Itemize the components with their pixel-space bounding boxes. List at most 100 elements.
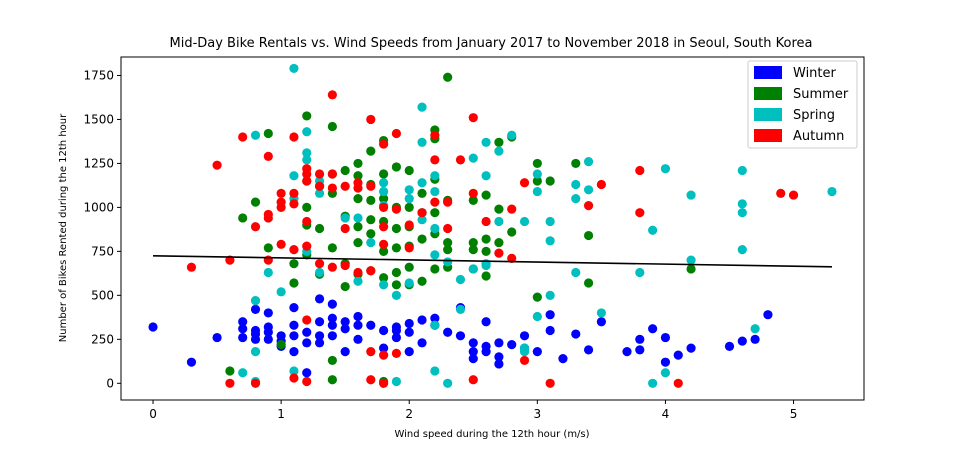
data-point-winter-80: [686, 343, 696, 353]
data-point-autumn-46: [379, 202, 389, 212]
y-tick-label: 250: [91, 332, 114, 346]
data-point-autumn-25: [302, 315, 312, 325]
data-point-spring-15: [314, 188, 325, 198]
legend-label-spring: Spring: [793, 108, 835, 123]
data-point-autumn-44: [366, 375, 376, 385]
data-point-spring-69: [635, 267, 645, 278]
data-point-winter-23: [302, 368, 312, 378]
data-point-spring-60: [545, 216, 555, 227]
legend-swatch-winter: [754, 66, 782, 79]
data-point-spring-27: [391, 376, 402, 387]
data-point-autumn-34: [340, 181, 350, 191]
legend-box: [747, 60, 858, 149]
data-point-spring-79: [737, 245, 747, 255]
data-point-winter-57: [481, 317, 491, 327]
data-point-spring-59: [532, 311, 542, 322]
data-point-autumn-52: [391, 204, 402, 214]
data-point-spring-5: [263, 267, 273, 278]
data-point-winter-59: [481, 347, 491, 357]
data-point-summer-30: [353, 237, 363, 248]
data-point-winter-81: [724, 341, 735, 351]
data-point-summer-87: [532, 292, 542, 302]
data-point-autumn-71: [519, 355, 530, 366]
data-point-autumn-23: [302, 216, 312, 227]
data-point-autumn-9: [263, 213, 273, 223]
data-point-spring-28: [404, 185, 414, 195]
data-point-autumn-62: [455, 155, 466, 165]
data-point-summer-48: [391, 243, 402, 253]
data-point-winter-20: [289, 347, 299, 357]
data-point-autumn-27: [314, 169, 325, 179]
data-point-winter-9: [250, 329, 261, 339]
data-point-autumn-49: [379, 350, 389, 360]
data-point-summer-6: [289, 259, 299, 269]
data-point-winter-22: [302, 338, 312, 348]
data-point-winter-42: [391, 325, 402, 336]
data-point-winter-46: [404, 347, 414, 357]
data-point-spring-56: [519, 343, 530, 353]
data-point-spring-11: [302, 127, 312, 137]
data-point-summer-82: [494, 237, 504, 248]
data-point-winter-62: [494, 359, 504, 369]
data-point-summer-78: [481, 246, 491, 256]
data-point-winter-37: [353, 334, 363, 344]
data-point-autumn-75: [635, 165, 645, 176]
data-point-winter-54: [468, 338, 478, 348]
data-point-winter-73: [622, 347, 632, 357]
data-point-autumn-14: [276, 239, 286, 249]
data-point-winter-40: [379, 325, 389, 336]
y-tick-label: 1250: [83, 156, 114, 170]
data-point-autumn-21: [302, 169, 312, 179]
y-axis-ticks: 0 250 500 750 1000 1250 1500 1750: [83, 68, 121, 390]
data-point-winter-24: [314, 294, 325, 304]
data-point-spring-44: [455, 274, 466, 285]
data-point-spring-72: [660, 164, 671, 174]
data-point-spring-71: [648, 378, 658, 388]
data-point-winter-18: [289, 320, 299, 330]
data-point-winter-74: [635, 334, 645, 344]
data-point-summer-59: [417, 234, 427, 244]
data-point-summer-57: [417, 188, 427, 198]
data-point-spring-64: [571, 194, 581, 204]
data-point-autumn-11: [276, 188, 286, 198]
data-point-autumn-26: [302, 376, 312, 387]
data-point-winter-79: [673, 350, 683, 360]
data-point-autumn-55: [404, 243, 414, 253]
data-point-summer-85: [532, 158, 542, 169]
data-point-autumn-30: [327, 90, 337, 100]
data-point-summer-88: [545, 176, 555, 186]
legend-label-winter: Winter: [793, 66, 837, 81]
data-point-autumn-39: [353, 267, 363, 278]
data-point-summer-34: [366, 195, 376, 205]
data-point-spring-6: [276, 287, 286, 297]
data-point-spring-77: [737, 199, 747, 209]
data-point-spring-75: [686, 255, 696, 265]
legend-swatch-spring: [754, 108, 782, 121]
data-point-winter-13: [263, 334, 273, 344]
data-point-spring-40: [430, 366, 440, 376]
data-point-spring-51: [494, 146, 504, 156]
data-point-spring-68: [596, 308, 606, 318]
data-point-autumn-58: [430, 155, 440, 165]
data-point-winter-72: [596, 317, 606, 327]
data-point-autumn-19: [289, 373, 299, 383]
data-point-spring-66: [583, 157, 594, 167]
data-point-summer-1: [238, 213, 248, 223]
data-point-spring-3: [250, 347, 261, 357]
data-point-autumn-31: [327, 169, 337, 179]
data-point-spring-20: [353, 276, 363, 286]
data-point-summer-73: [468, 237, 478, 248]
data-point-winter-44: [404, 318, 414, 329]
data-point-winter-34: [340, 347, 350, 357]
data-point-spring-73: [660, 368, 671, 378]
data-point-winter-30: [327, 320, 337, 330]
data-point-winter-71: [583, 345, 594, 355]
data-point-winter-60: [494, 338, 504, 348]
data-point-autumn-41: [366, 181, 376, 191]
x-tick-label: 0: [149, 407, 157, 421]
data-point-winter-19: [289, 331, 299, 341]
data-point-summer-16: [327, 121, 337, 132]
data-point-winter-63: [507, 339, 517, 350]
data-point-summer-81: [494, 204, 504, 214]
data-point-summer-64: [430, 208, 440, 218]
